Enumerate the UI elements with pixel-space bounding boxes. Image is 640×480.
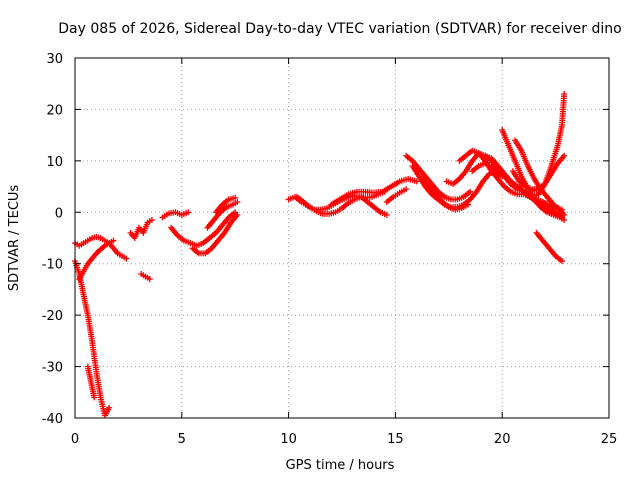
data-point (561, 217, 568, 223)
series-arc-24 (512, 137, 568, 218)
series-arc-13 (294, 193, 390, 218)
series-arc-16 (403, 152, 474, 203)
series-arc-26 (516, 91, 568, 200)
data-point (234, 199, 241, 205)
y-tick-label: 20 (46, 103, 63, 118)
data-point (559, 258, 566, 265)
data-point (146, 276, 153, 283)
x-axis-label: GPS time / hours (286, 458, 395, 473)
y-tick-label: -30 (42, 361, 63, 376)
x-tick-label: 20 (494, 432, 511, 447)
x-tick-label: 25 (601, 432, 618, 447)
data-point (185, 209, 192, 216)
data-point (467, 188, 474, 195)
series-arc-18 (420, 173, 472, 213)
data-point (561, 91, 568, 97)
y-tick-label: 10 (46, 155, 63, 170)
y-axis-label: SDTVAR / TECUs (7, 185, 22, 292)
series-arc-7 (159, 209, 192, 221)
data-point (403, 186, 410, 193)
series-arc-9 (189, 211, 241, 257)
series-arc-15 (383, 186, 410, 205)
chart-title: Day 085 of 2026, Sidereal Day-to-day VTE… (58, 21, 621, 37)
series-arc-11 (212, 194, 239, 216)
data-point (413, 178, 420, 185)
series-arc-14 (328, 175, 420, 208)
y-tick-label: -20 (42, 309, 63, 324)
data-point (148, 217, 155, 223)
x-tick-label: 5 (178, 432, 186, 447)
data-point (123, 255, 130, 262)
data-point (106, 404, 113, 411)
data-point (383, 211, 390, 218)
series-arc-1 (72, 258, 113, 419)
grid-lines (75, 58, 609, 418)
series-arc-8 (168, 209, 239, 249)
series-arc-2 (84, 363, 98, 401)
series-arc-5 (127, 217, 155, 241)
data-point (232, 194, 239, 201)
y-tick-label: 30 (46, 52, 63, 67)
x-tick-label: 10 (280, 432, 297, 447)
data-points (72, 91, 568, 419)
data-point (110, 237, 117, 244)
series-arc-4 (76, 237, 117, 283)
y-tick-label: 0 (55, 206, 63, 221)
data-point (91, 394, 98, 401)
series-arc-6 (138, 271, 153, 283)
series-arc-27 (533, 229, 566, 265)
y-tick-label: -10 (42, 258, 63, 273)
axis-ticks: 0 5 10 15 20 25 -40 -30 -20 -10 0 10 20 30 (42, 52, 618, 447)
data-point (465, 201, 472, 208)
x-tick-label: 15 (387, 432, 404, 447)
y-tick-label: -40 (42, 412, 63, 427)
data-point (561, 211, 568, 218)
plot-frame (74, 57, 610, 419)
data-point (561, 152, 568, 159)
x-tick-label: 0 (71, 432, 79, 447)
data-point (234, 211, 241, 218)
